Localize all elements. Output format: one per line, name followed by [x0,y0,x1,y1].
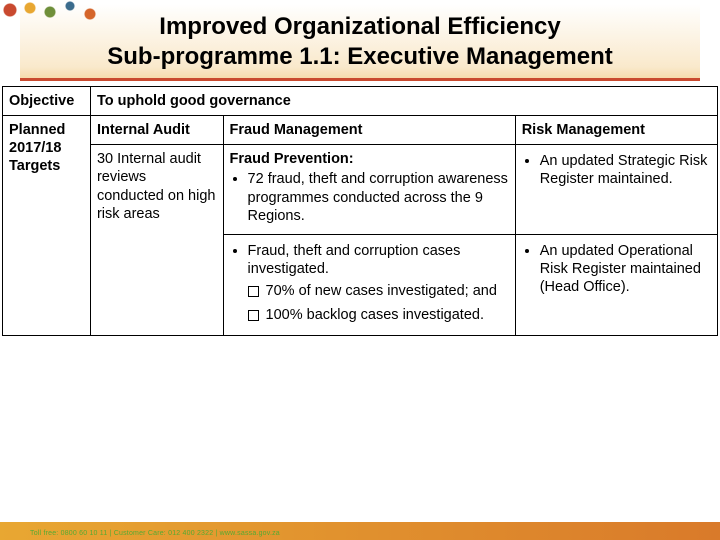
targets-label-l1: Planned [9,122,65,138]
slide-title-line1: Improved Organizational Efficiency [159,13,560,40]
cell-fraud-investigation: Fraud, theft and corruption cases invest… [223,234,515,336]
cell-targets-label: Planned 2017/18 Targets [3,116,91,336]
row-content-1: 30 Internal audit reviews conducted on h… [3,145,718,235]
fraud-inv-item: Fraud, theft and corruption cases invest… [248,242,509,278]
footer-contact-text: Toll free: 0800 60 10 11 | Customer Care… [30,530,280,537]
cell-header-risk-mgmt: Risk Management [515,116,717,145]
cell-fraud-prevention: Fraud Prevention: 72 fraud, theft and co… [223,145,515,235]
fraud-inv-sublist: 70% of new cases investigated; and 100% … [248,282,509,324]
fraud-inv-list: Fraud, theft and corruption cases invest… [230,242,509,278]
slide-title-block: Improved Organizational Efficiency Sub-p… [20,4,700,81]
targets-label-l2: 2017/18 [9,140,61,156]
cell-objective-value: To uphold good governance [90,87,717,116]
content-table: Objective To uphold good governance Plan… [2,86,718,336]
risk-list-2: An updated Operational Risk Register mai… [522,242,711,296]
cell-internal-audit-body: 30 Internal audit reviews conducted on h… [90,145,223,336]
cell-risk-1: An updated Strategic Risk Register maint… [515,145,717,235]
cell-risk-2: An updated Operational Risk Register mai… [515,234,717,336]
fraud-prevention-list: 72 fraud, theft and corruption awareness… [230,170,509,224]
risk-list-1: An updated Strategic Risk Register maint… [522,152,711,188]
cell-header-internal-audit: Internal Audit [90,116,223,145]
fraud-prevention-heading: Fraud Prevention: [230,151,354,167]
fraud-inv-sub-1: 70% of new cases investigated; and [248,282,509,300]
row-subheaders: Planned 2017/18 Targets Internal Audit F… [3,116,718,145]
cell-objective-label: Objective [3,87,91,116]
slide-title-line2: Sub-programme 1.1: Executive Management [107,43,612,70]
risk-item-1: An updated Strategic Risk Register maint… [540,152,711,188]
cell-header-fraud-mgmt: Fraud Management [223,116,515,145]
slide-title: Improved Organizational Efficiency Sub-p… [30,12,690,72]
targets-label-l3: Targets [9,158,60,174]
row-objective: Objective To uphold good governance [3,87,718,116]
fraud-prevention-item: 72 fraud, theft and corruption awareness… [248,170,509,224]
risk-item-2: An updated Operational Risk Register mai… [540,242,711,296]
fraud-inv-sub-2: 100% backlog cases investigated. [248,306,509,324]
